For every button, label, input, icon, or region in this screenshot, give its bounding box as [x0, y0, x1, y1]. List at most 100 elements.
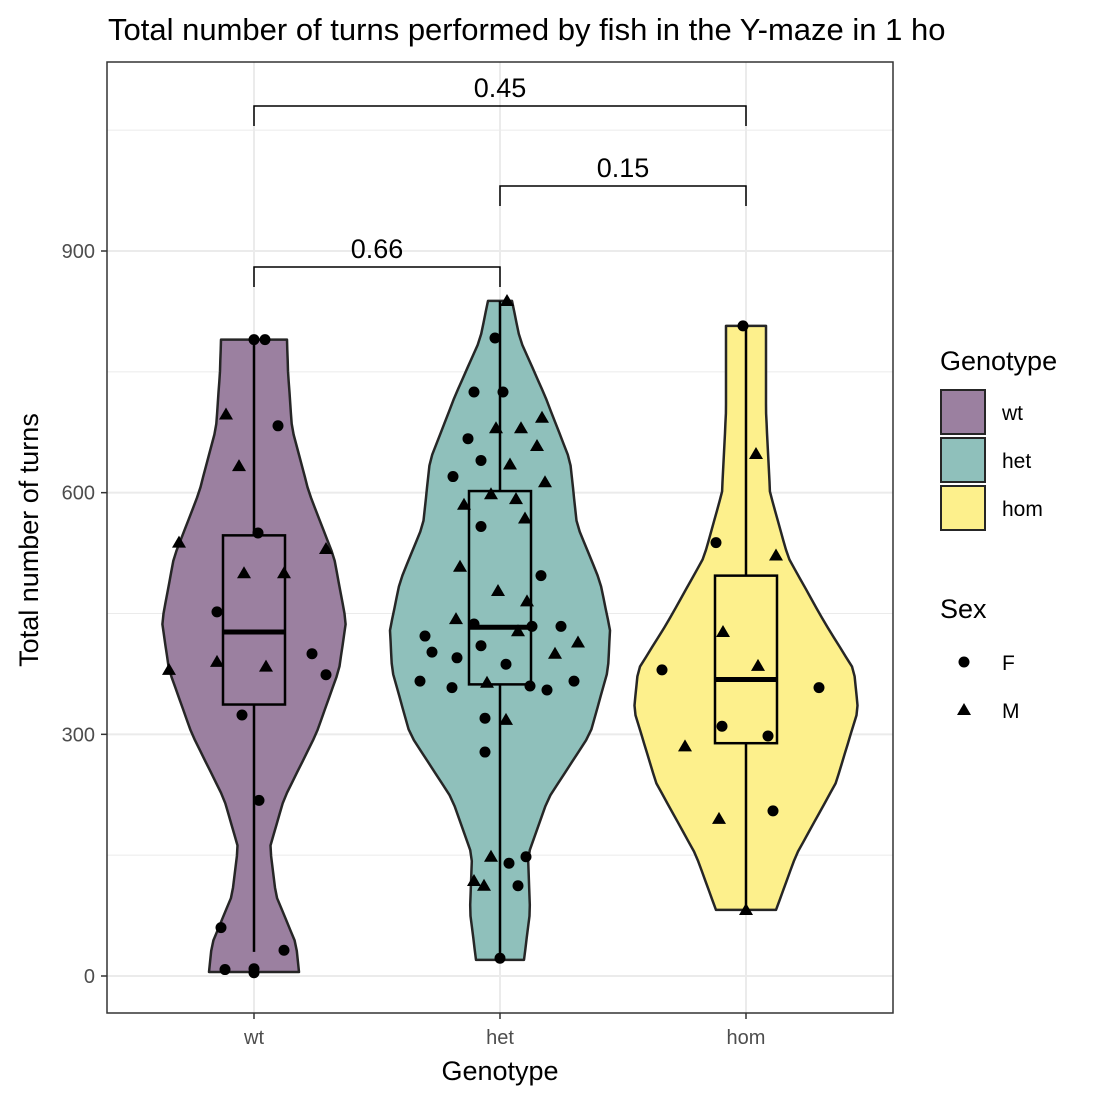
legend-title-sex: Sex: [940, 594, 987, 624]
point-female: [489, 332, 501, 344]
point-female: [500, 658, 512, 670]
point-male: [769, 548, 783, 561]
point-female: [497, 386, 509, 398]
legend-key-female: [958, 656, 970, 668]
point-male: [210, 654, 224, 667]
violin-wt: [161, 338, 347, 974]
point-female: [320, 669, 332, 681]
point-male: [548, 646, 562, 659]
legend-label-wt: wt: [1001, 402, 1023, 425]
legend-label-hom: hom: [1002, 498, 1043, 521]
point-female: [710, 537, 722, 549]
comparison-bracket: [499, 185, 747, 206]
y-tick-label: 0: [84, 966, 95, 988]
point-female: [512, 880, 524, 892]
point-male: [477, 878, 491, 891]
point-female: [762, 730, 774, 742]
point-female: [211, 606, 223, 618]
point-female: [248, 334, 260, 346]
legend-title-genotype: Genotype: [940, 346, 1057, 376]
point-female: [767, 805, 779, 817]
point-male: [503, 457, 517, 470]
point-male: [457, 497, 471, 510]
point-female: [656, 664, 668, 676]
violin-hom: [633, 324, 859, 912]
point-female: [278, 944, 290, 956]
point-male: [232, 459, 246, 472]
y-tick-label: 600: [62, 483, 95, 505]
point-male: [172, 535, 186, 548]
legend-key-male: [957, 703, 971, 715]
boxplot-box: [713, 574, 779, 745]
point-female: [248, 963, 260, 975]
legend-swatch-hom: [940, 485, 986, 531]
point-female: [219, 964, 231, 976]
point-male: [518, 511, 532, 524]
point-female: [520, 851, 532, 863]
y-tick-label: 300: [62, 724, 95, 746]
point-male: [751, 658, 765, 671]
point-male: [538, 475, 552, 488]
point-male: [237, 566, 251, 579]
x-tick-label: het: [486, 1027, 514, 1049]
point-male: [749, 447, 763, 459]
point-male: [484, 487, 498, 500]
point-female: [252, 527, 264, 539]
boxplot-box: [467, 489, 533, 686]
point-female: [253, 794, 265, 806]
point-male: [489, 421, 503, 434]
x-tick-label: hom: [727, 1027, 766, 1049]
point-female: [535, 570, 547, 582]
point-male: [530, 438, 544, 451]
point-male: [449, 612, 463, 625]
point-female: [259, 334, 271, 346]
y-axis-title: Total number of turns: [14, 413, 44, 667]
point-female: [813, 682, 825, 694]
point-male: [739, 902, 753, 915]
legend-label-het: het: [1002, 450, 1031, 473]
point-male: [509, 492, 523, 505]
legend-swatch-het: [940, 437, 986, 483]
point-male: [259, 659, 273, 672]
legend-label-sex-F: F: [1002, 652, 1015, 675]
point-female: [468, 386, 480, 398]
point-male: [712, 811, 726, 824]
point-female: [737, 320, 749, 332]
chart-title: Total number of turns performed by fish …: [108, 12, 946, 47]
point-female: [468, 618, 480, 630]
p-value-label: 0.66: [351, 234, 404, 264]
point-male: [484, 849, 498, 862]
point-male: [511, 624, 525, 637]
p-value-label: 0.45: [474, 73, 527, 103]
point-male: [277, 566, 291, 579]
point-female: [236, 709, 248, 721]
point-female: [419, 630, 431, 642]
point-female: [475, 640, 487, 652]
point-male: [480, 675, 494, 688]
x-axis-title: Genotype: [441, 1056, 558, 1086]
violin-het: [388, 299, 612, 962]
point-male: [535, 410, 549, 423]
point-male: [499, 712, 513, 725]
legend-label-sex-M: M: [1002, 700, 1020, 723]
point-female: [555, 620, 567, 632]
point-male: [467, 873, 481, 886]
point-female: [414, 675, 426, 687]
point-female: [426, 646, 438, 658]
point-female: [306, 648, 318, 660]
point-female: [541, 684, 553, 696]
point-female: [526, 620, 538, 632]
point-female: [446, 682, 458, 694]
point-male: [162, 662, 176, 675]
point-female: [447, 471, 459, 483]
point-female: [272, 420, 284, 432]
p-value-label: 0.15: [597, 153, 650, 183]
point-female: [479, 746, 491, 758]
comparison-bracket: [253, 105, 747, 126]
x-tick-label: wt: [243, 1027, 264, 1049]
point-male: [500, 293, 514, 306]
point-female: [503, 857, 515, 869]
point-female: [462, 433, 474, 445]
point-female: [215, 922, 227, 934]
